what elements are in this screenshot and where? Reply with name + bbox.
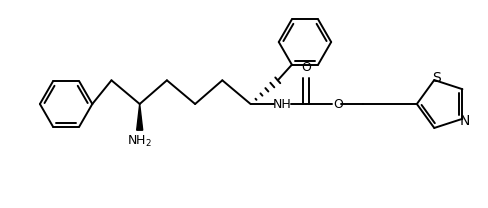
Text: O: O [333, 98, 343, 110]
Polygon shape [137, 104, 142, 130]
Text: NH: NH [272, 98, 291, 110]
Text: S: S [432, 71, 441, 84]
Text: N: N [459, 114, 469, 128]
Text: O: O [301, 61, 311, 74]
Text: NH$_2$: NH$_2$ [127, 134, 152, 149]
